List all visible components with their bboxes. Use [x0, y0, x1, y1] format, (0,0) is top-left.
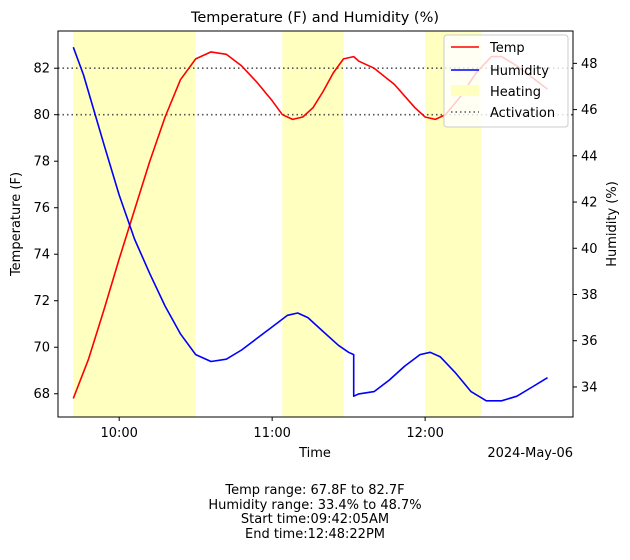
y-right-tick-label: 46: [581, 103, 598, 118]
y-left-tick-label: 74: [33, 248, 50, 263]
heating-band-2: [282, 31, 344, 417]
legend-box: [443, 34, 569, 128]
y-right-tick-label: 44: [581, 149, 598, 164]
y-right-tick-label: 36: [581, 334, 598, 349]
legend-temp-label: Temp: [489, 41, 525, 56]
heating-band-1: [73, 31, 196, 417]
y-left-tick-label: 70: [33, 341, 50, 356]
legend-activation-label: Activation: [490, 106, 555, 121]
y-right-tick-label: 38: [581, 288, 598, 303]
summary-text: Temp range: 67.8F to 82.7F Humidity rang…: [0, 483, 630, 542]
y-right-tick-label: 42: [581, 196, 598, 211]
start-time-text: Start time:09:42:05AM: [240, 512, 390, 527]
y-left-tick-label: 72: [33, 294, 50, 309]
legend: Temp Humidity Heating Activation: [443, 34, 569, 128]
chart-title: Temperature (F) and Humidity (%): [190, 10, 439, 26]
y-left-tick-label: 76: [33, 201, 50, 216]
end-time-text: End time:12:48:22PM: [244, 526, 386, 542]
y-axis-left-label: Temperature (F): [9, 172, 24, 277]
y-left-tick-label: 82: [33, 62, 50, 77]
humidity-range-text: Humidity range: 33.4% to 48.7%: [208, 497, 422, 513]
x-tick-label: 12:00: [406, 426, 443, 441]
legend-heating-label: Heating: [490, 85, 541, 100]
temp-range-text: Temp range: 67.8F to 82.7F: [225, 483, 405, 498]
x-tick-label: 11:00: [253, 426, 290, 441]
y-axis-right-label: Humidity (%): [605, 181, 620, 267]
y-right-tick-label: 34: [581, 380, 598, 395]
legend-humidity-label: Humidity: [490, 64, 549, 79]
legend-heating-swatch: [451, 85, 479, 96]
y-left-tick-label: 68: [33, 387, 50, 402]
y-right-tick-label: 48: [581, 57, 598, 72]
y-left-tick-label: 80: [33, 108, 50, 123]
x-axis-label: Time: [298, 446, 331, 461]
y-left-tick-label: 78: [33, 155, 50, 170]
plot-frame: [57, 30, 574, 418]
chart-canvas: Temperature (F) and Humidity (%) 10:00 11…: [9, 10, 620, 461]
humidity-series-line: [72, 46, 548, 402]
date-label: 2024-May-06: [487, 446, 573, 461]
y-right-tick-label: 40: [581, 242, 598, 257]
x-tick-label: 10:00: [100, 426, 137, 441]
